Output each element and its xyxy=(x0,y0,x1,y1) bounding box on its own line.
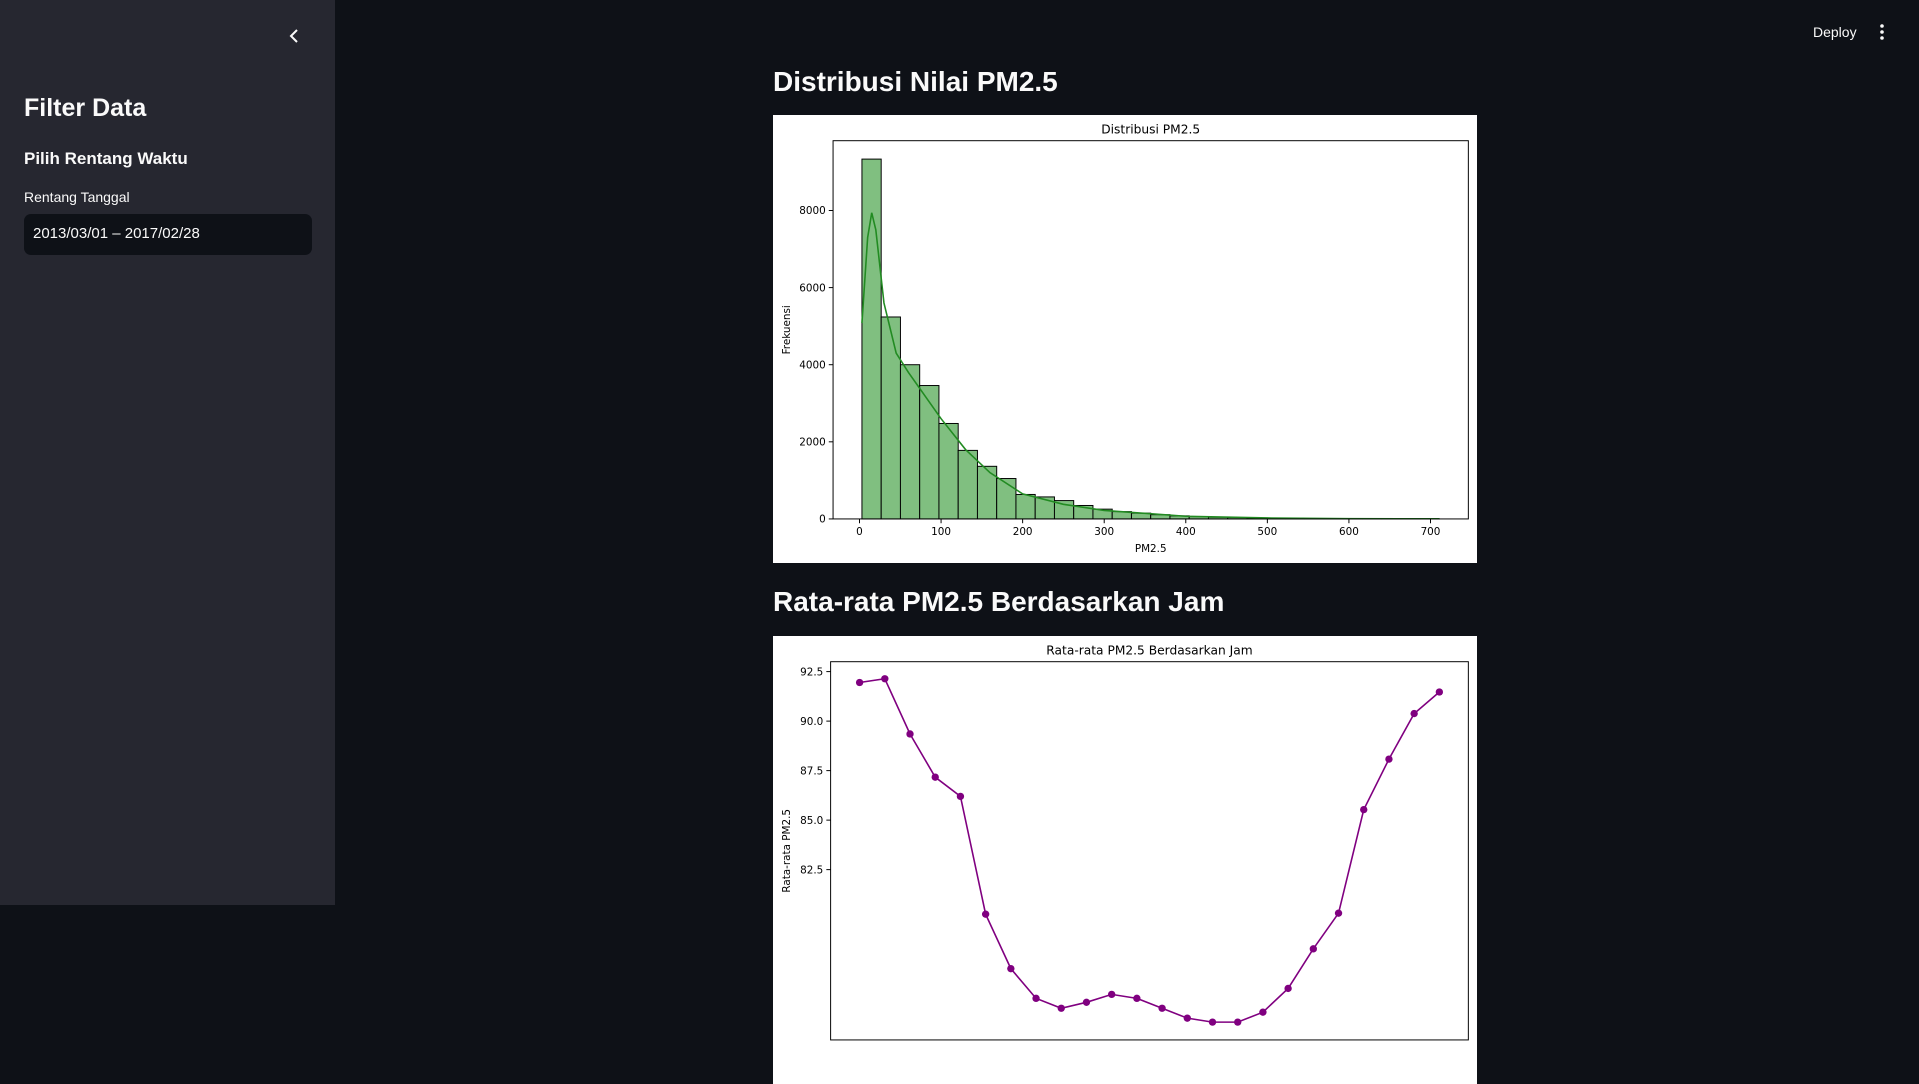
x-tick-label: 300 xyxy=(1094,526,1114,538)
bar xyxy=(900,365,919,519)
x-tick-label: 100 xyxy=(931,526,951,538)
bar xyxy=(881,317,900,519)
point xyxy=(1133,995,1140,1002)
point xyxy=(982,911,989,918)
point xyxy=(881,675,888,682)
plot-frame xyxy=(831,662,1469,1040)
bar xyxy=(920,386,939,519)
y-tick-label: 85.0 xyxy=(800,815,823,827)
point xyxy=(1284,985,1291,992)
sidebar: Filter Data Pilih Rentang Waktu Rentang … xyxy=(0,0,335,905)
point xyxy=(1058,1005,1065,1012)
deploy-button[interactable]: Deploy xyxy=(1813,24,1857,40)
point xyxy=(957,793,964,800)
chart-title: Rata-rata PM2.5 Berdasarkan Jam xyxy=(1046,643,1252,657)
point xyxy=(1184,1014,1191,1021)
bar xyxy=(1016,494,1035,518)
section-heading: Rata-rata PM2.5 Berdasarkan Jam xyxy=(773,586,1224,618)
line-chart: Rata-rata PM2.5 Berdasarkan Jam Rata-rata… xyxy=(773,636,1477,1084)
x-tick-label: 500 xyxy=(1257,526,1277,538)
y-tick-label: 4000 xyxy=(799,359,825,371)
section-heading: Distribusi Nilai PM2.5 xyxy=(773,66,1058,98)
x-tick-label: 400 xyxy=(1176,526,1196,538)
point xyxy=(856,679,863,686)
point xyxy=(1335,910,1342,917)
x-tick-label: 200 xyxy=(1013,526,1033,538)
point xyxy=(1083,999,1090,1006)
point xyxy=(1310,945,1317,952)
y-tick-label: 2000 xyxy=(799,436,825,448)
x-tick-label: 0 xyxy=(856,526,863,538)
point xyxy=(1410,710,1417,717)
point xyxy=(1234,1018,1241,1025)
point xyxy=(1385,755,1392,762)
point xyxy=(1158,1005,1165,1012)
x-tick-label: 600 xyxy=(1339,526,1359,538)
point xyxy=(1259,1009,1266,1016)
app: Filter Data Pilih Rentang Waktu Rentang … xyxy=(0,0,1919,905)
x-tick-label: 700 xyxy=(1421,526,1441,538)
date-input[interactable]: 2013/03/01 – 2017/02/28 xyxy=(24,214,312,255)
y-tick-label: 82.5 xyxy=(800,864,823,876)
point xyxy=(1108,991,1115,998)
bar xyxy=(958,450,977,519)
x-axis-label: PM2.5 xyxy=(1135,543,1167,555)
bar xyxy=(997,479,1016,519)
date-input-label: Rentang Tanggal xyxy=(24,189,130,205)
y-axis-label: Frekuensi xyxy=(781,305,793,354)
y-tick-label: 92.5 xyxy=(800,666,823,678)
sidebar-subheader: Pilih Rentang Waktu xyxy=(24,149,188,169)
point xyxy=(1360,806,1367,813)
point xyxy=(1436,688,1443,695)
y-tick-label: 8000 xyxy=(799,205,825,217)
sidebar-title: Filter Data xyxy=(24,94,146,123)
point xyxy=(1007,965,1014,972)
line xyxy=(860,679,1440,1022)
chart-title: Distribusi PM2.5 xyxy=(1101,122,1200,136)
histogram-chart: Distribusi PM2.5PM2.5Frekuensi0200040006… xyxy=(773,115,1477,563)
point xyxy=(932,773,939,780)
y-tick-label: 0 xyxy=(819,514,826,526)
y-tick-label: 6000 xyxy=(799,282,825,294)
point xyxy=(1209,1018,1216,1025)
y-tick-label: 87.5 xyxy=(800,765,823,777)
point xyxy=(1032,995,1039,1002)
y-tick-label: 90.0 xyxy=(800,716,823,728)
main-menu-button[interactable] xyxy=(1874,22,1890,42)
date-input-value: 2013/03/01 – 2017/02/28 xyxy=(33,225,200,242)
y-axis-label: Rata-rata PM2.5 xyxy=(781,809,793,893)
point xyxy=(906,730,913,737)
collapse-sidebar-button[interactable] xyxy=(284,26,304,46)
